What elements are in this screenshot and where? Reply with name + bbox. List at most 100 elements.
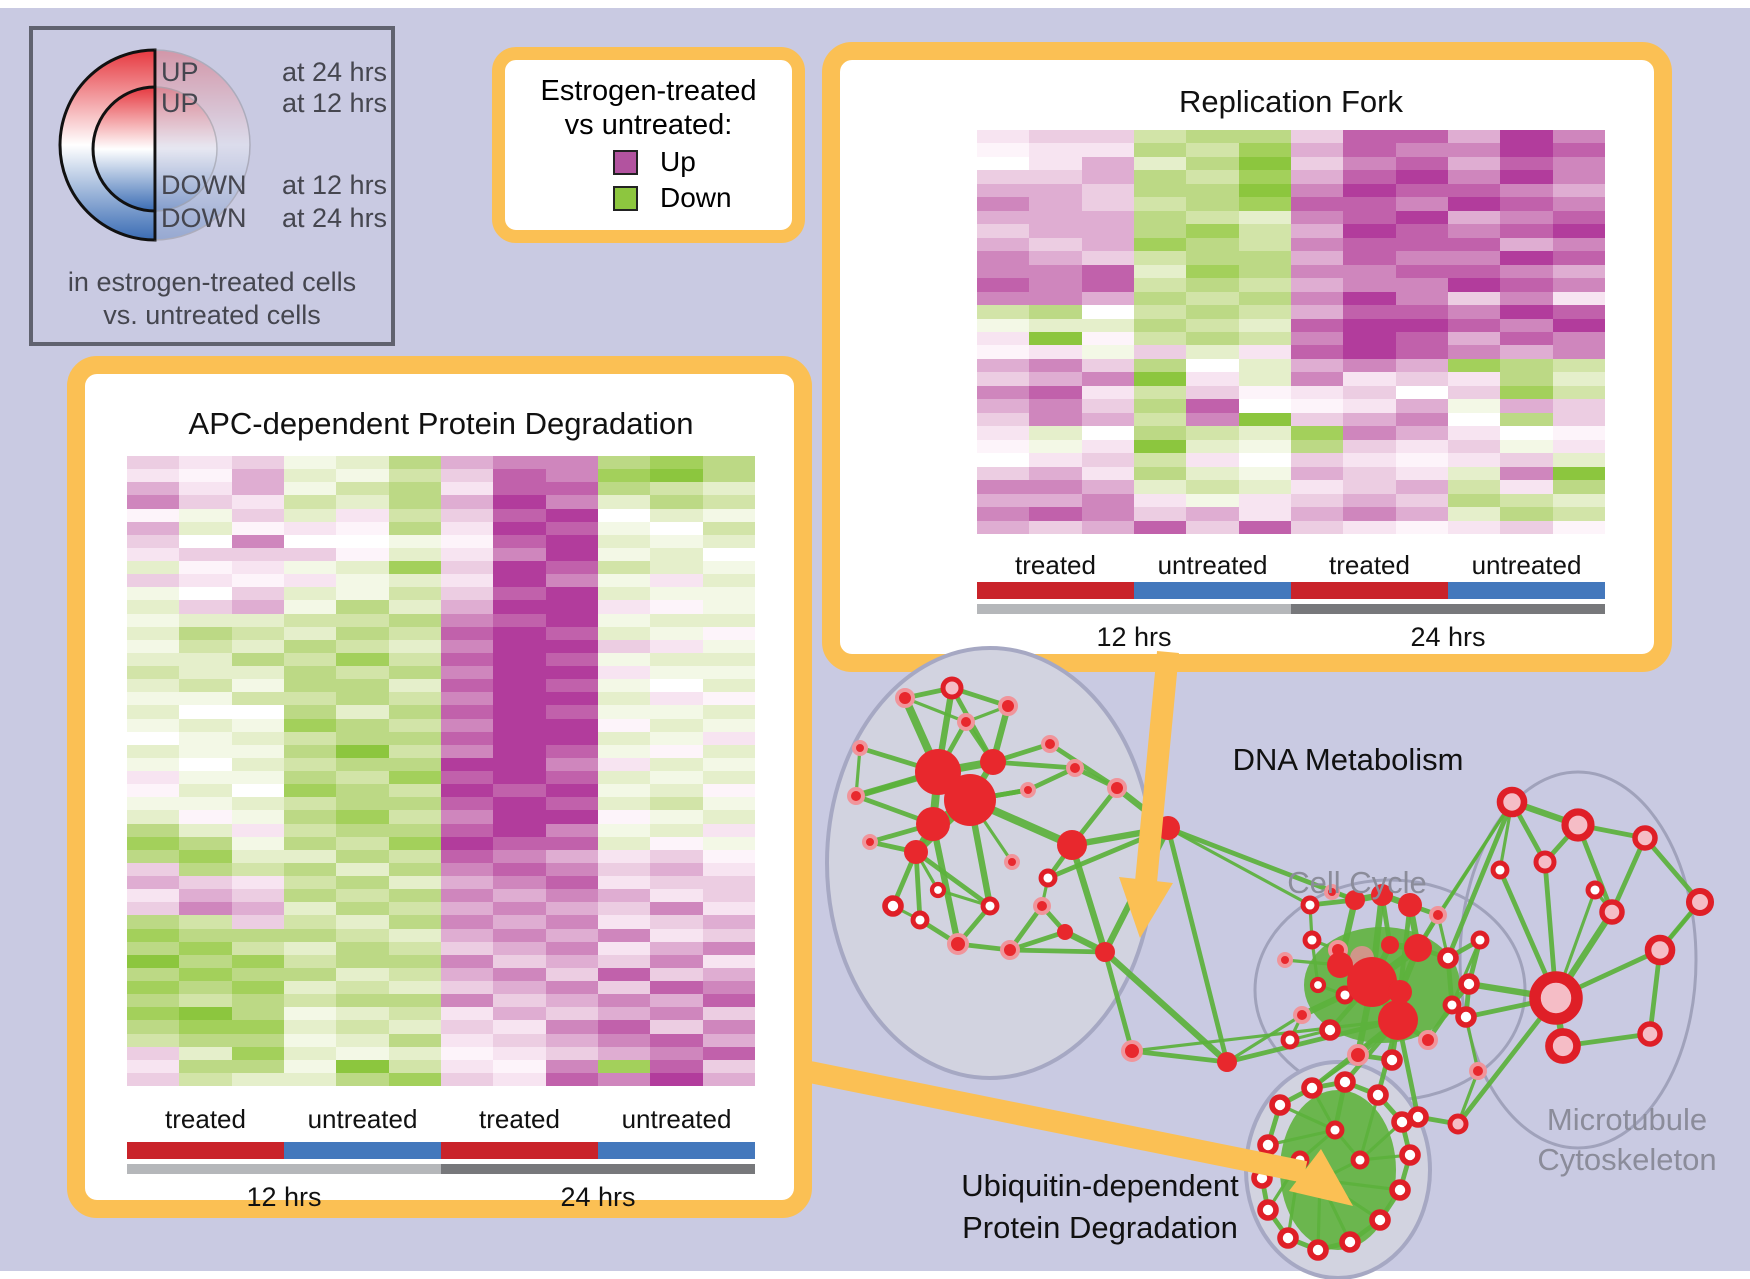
heatmap-cell (388, 1046, 441, 1060)
heatmap-cell (493, 1059, 546, 1073)
heatmap-cell (283, 954, 337, 968)
heatmap-cell (1029, 264, 1082, 279)
heatmap-cell (1500, 372, 1553, 386)
heatmap-cell (179, 967, 232, 981)
heatmap-cell (1395, 426, 1448, 440)
heatmap-cell (1395, 130, 1448, 144)
heatmap-cell (702, 981, 755, 995)
heatmap-cell (388, 823, 441, 837)
heatmap-cell (231, 823, 284, 837)
heatmap-cell (1290, 278, 1344, 292)
heatmap-cell (1552, 507, 1605, 521)
heatmap-cell (1343, 197, 1396, 211)
heatmap-cell (127, 613, 180, 627)
heatmap-cell (1186, 426, 1239, 440)
heatmap-cell (1290, 412, 1344, 427)
heatmap-cell (977, 210, 1030, 225)
heatmap-cell (1395, 480, 1448, 494)
heatmap-cell (702, 889, 755, 903)
heatmap-cell (493, 705, 546, 719)
heatmap-cell (545, 744, 598, 758)
heatmap-cell (1500, 237, 1553, 252)
heatmap-cell (388, 744, 441, 758)
heatmap-cell (336, 836, 389, 850)
gene-node (1038, 868, 1058, 888)
heatmap-cell (127, 981, 180, 995)
heatmap-cell (231, 600, 284, 614)
heatmap-cell (388, 547, 441, 561)
heatmap-cell (1238, 493, 1291, 508)
heatmap-cell (283, 639, 337, 653)
heatmap-cell (1552, 224, 1605, 238)
network-edge (1224, 1017, 1401, 1065)
network-edge (903, 696, 968, 724)
heatmap-cell (597, 521, 651, 535)
heatmap-cell (702, 456, 755, 470)
heatmap-cell (127, 849, 180, 863)
hrs12-bar (977, 604, 1291, 614)
heatmap-cell (650, 1046, 703, 1060)
heatmap-cell (336, 587, 389, 601)
heatmap-cell (597, 587, 651, 601)
heatmap-cell (440, 744, 494, 758)
gene-node (1399, 1144, 1421, 1166)
gene-node (1388, 980, 1412, 1004)
heatmap-cell (1290, 183, 1344, 198)
heatmap-cell (336, 547, 389, 561)
heatmap-cell (336, 876, 389, 890)
heatmap-cell (1186, 439, 1239, 454)
heatmap-cell (1081, 331, 1134, 346)
heatmap-cell (1029, 278, 1082, 292)
heatmap-cell (388, 1007, 441, 1021)
heatmap-cell (1343, 210, 1396, 225)
heatmap-cell (179, 495, 232, 509)
heatmap-cell (493, 639, 546, 653)
heatmap-cell (1186, 520, 1239, 534)
heatmap-cell (597, 902, 651, 916)
heatmap-cell (388, 928, 441, 942)
heatmap-cell (1500, 251, 1553, 265)
gene-node (1057, 830, 1087, 860)
heatmap-cell (650, 994, 703, 1008)
heatmap-cell (1133, 466, 1187, 481)
heatmap-cell (1186, 358, 1239, 373)
heatmap-cell (1081, 466, 1134, 481)
heatmap-cell (1395, 210, 1448, 225)
heatmap-cell (336, 941, 389, 955)
apc-time-24: 24 hrs (560, 1182, 636, 1212)
ring-legend-graphic (58, 48, 251, 242)
heatmap-cell (545, 1020, 598, 1034)
heatmap-cell (1552, 480, 1605, 494)
heatmap-cell (597, 797, 651, 811)
heatmap-cell (650, 705, 703, 719)
heatmap-cell (702, 1046, 755, 1060)
heatmap-cell (493, 521, 546, 535)
heatmap-cell (1343, 466, 1396, 481)
heatmap-cell (1133, 251, 1187, 265)
heatmap-cell (179, 1059, 232, 1073)
heatmap-cell (1290, 197, 1344, 211)
heatmap-cell (702, 928, 755, 942)
heatmap-cell (1343, 183, 1396, 198)
gene-node (882, 895, 904, 917)
heatmap-cell (283, 600, 337, 614)
heatmap-cell (1447, 156, 1501, 171)
heatmap-cell (388, 810, 441, 824)
rf-time-12: 12 hrs (1096, 622, 1172, 652)
heatmap-cell (1081, 520, 1134, 534)
heatmap-cell (1500, 210, 1553, 225)
gene-node (1447, 1113, 1469, 1135)
network-edge (1445, 799, 1515, 961)
gene-node (1458, 973, 1480, 995)
ring-legend-down24-label: DOWN (161, 203, 247, 233)
heatmap-cell (1081, 291, 1134, 306)
gene-node (1545, 1028, 1581, 1064)
heatmap-cell (283, 574, 337, 588)
heatmap-cell (1133, 426, 1187, 440)
heatmap-cell (1500, 412, 1553, 427)
heatmap-cell (283, 862, 337, 876)
heatmap-cell (1029, 507, 1082, 521)
heatmap-cell (440, 547, 494, 561)
heatmap-cell (597, 967, 651, 981)
heatmap-cell (493, 613, 546, 627)
